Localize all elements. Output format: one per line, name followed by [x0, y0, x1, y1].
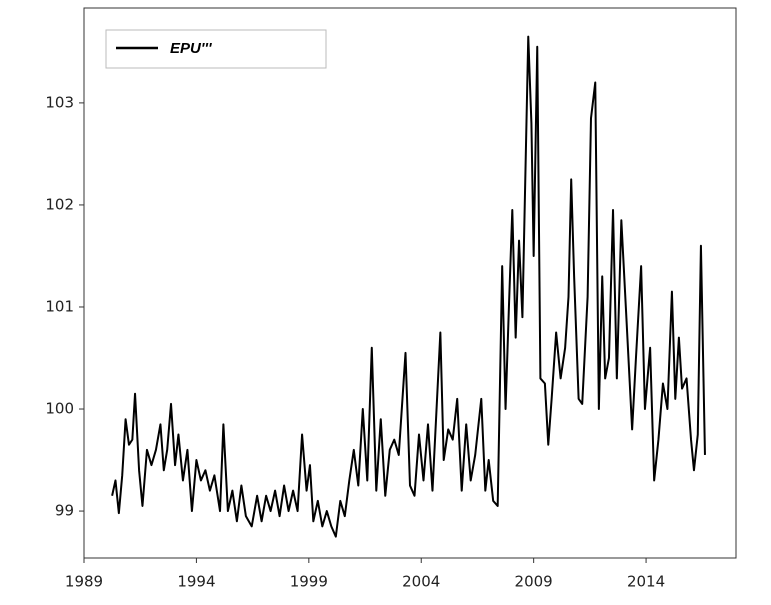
y-tick-label: 100 — [45, 400, 74, 418]
x-tick-label: 2014 — [627, 573, 665, 591]
x-tick-label: 1989 — [65, 573, 103, 591]
x-tick-label: 2009 — [515, 573, 553, 591]
data-line — [111, 35, 706, 538]
y-tick-label: 101 — [45, 297, 74, 315]
y-tick-label: 103 — [45, 93, 74, 111]
y-tick-label: 102 — [45, 195, 74, 213]
plot-frame — [83, 7, 737, 559]
x-tick-label: 1999 — [290, 573, 328, 591]
y-tick-label: 99 — [55, 502, 74, 520]
legend-label: EPU''' — [170, 40, 212, 57]
x-tick-label: 2004 — [402, 573, 440, 591]
x-tick-label: 1994 — [177, 573, 215, 591]
